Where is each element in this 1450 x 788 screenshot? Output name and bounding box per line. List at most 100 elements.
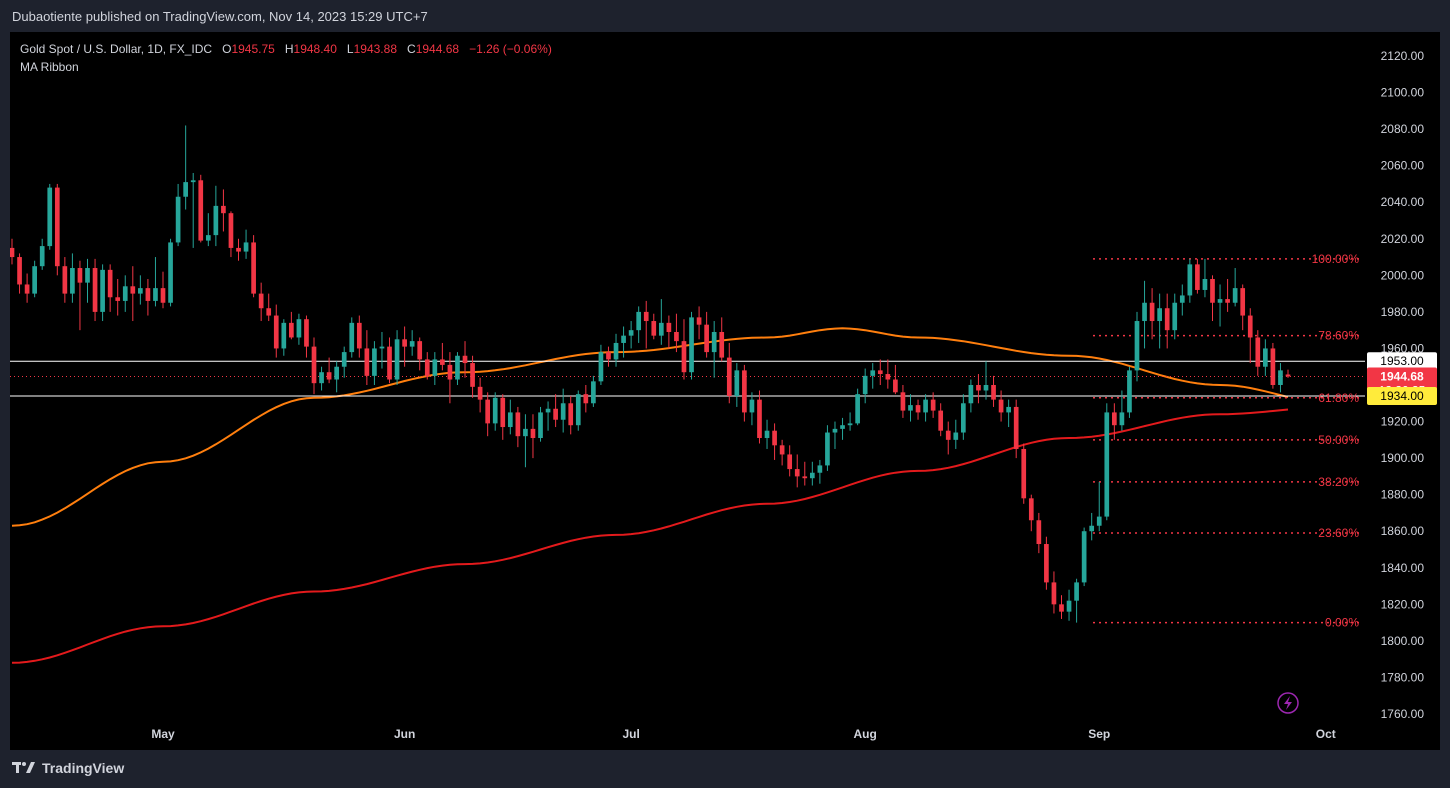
- candle-body: [938, 410, 944, 431]
- candle-body: [311, 346, 317, 384]
- candle-body: [387, 346, 392, 380]
- candle-body: [394, 339, 400, 380]
- candle-body: [1089, 525, 1095, 532]
- candle-body: [372, 348, 377, 376]
- candle-body: [281, 322, 287, 349]
- candle-body: [296, 319, 302, 338]
- candle-body: [779, 445, 785, 455]
- candle-body: [1172, 302, 1178, 331]
- y-tick-label: 2020.00: [1381, 232, 1425, 246]
- candle-body: [273, 315, 279, 349]
- candle-body: [1195, 264, 1200, 290]
- candle-body: [809, 472, 815, 479]
- candle-body: [1285, 374, 1291, 377]
- candle-body: [92, 268, 98, 312]
- candle-body: [1255, 337, 1261, 367]
- x-tick-label: May: [151, 727, 175, 741]
- tradingview-logo-icon: [12, 762, 35, 773]
- candle-body: [606, 352, 611, 360]
- candle-body: [447, 364, 453, 380]
- candle-body: [666, 322, 672, 332]
- candle-body: [507, 412, 513, 428]
- indicator-label[interactable]: MA Ribbon: [20, 60, 79, 74]
- candle-body: [515, 412, 521, 437]
- candle-body: [1074, 582, 1079, 601]
- x-tick-label: Sep: [1088, 727, 1110, 741]
- candle-body: [802, 476, 808, 479]
- candle-body: [190, 180, 196, 183]
- candle-body: [583, 394, 589, 404]
- lightning-icon-bolt: [1284, 696, 1292, 710]
- candle-body: [976, 385, 981, 391]
- candle-body: [1270, 348, 1276, 385]
- y-tick-label: 1960.00: [1381, 341, 1425, 355]
- candle-body: [39, 246, 45, 267]
- y-tick-label: 1760.00: [1381, 707, 1425, 721]
- fib-level-label: 50.00%: [1318, 433, 1359, 447]
- candle-body: [1187, 264, 1193, 296]
- candle-body: [923, 399, 928, 413]
- candle-body: [477, 386, 483, 400]
- candle-body: [825, 432, 830, 466]
- fib-level-label: 61.80%: [1318, 391, 1359, 405]
- candle-body: [598, 352, 604, 382]
- candle-body: [908, 405, 913, 411]
- candle-body: [575, 394, 581, 426]
- candle-body: [138, 288, 143, 294]
- y-tick-label: 1920.00: [1381, 415, 1425, 429]
- candle-body: [1066, 600, 1072, 612]
- candle-body: [998, 399, 1004, 413]
- candle-body: [757, 399, 762, 439]
- candle-body: [1164, 308, 1170, 331]
- y-tick-label: 2000.00: [1381, 268, 1425, 282]
- candle-body: [734, 370, 740, 396]
- candle-body: [1044, 544, 1049, 583]
- candle-body: [289, 322, 294, 338]
- symbol-label[interactable]: Gold Spot / U.S. Dollar, 1D, FX_IDC: [20, 42, 213, 56]
- chart-panel[interactable]: [10, 32, 1440, 750]
- price-axis-tag: [1367, 386, 1437, 405]
- candle-body: [485, 399, 491, 424]
- candle-body: [674, 331, 679, 342]
- candle-body: [462, 355, 468, 364]
- price-axis-tag-label: 1953.00: [1380, 354, 1424, 368]
- y-tick-label: 1820.00: [1381, 597, 1425, 611]
- candle-body: [553, 408, 558, 420]
- lightning-icon[interactable]: [1277, 692, 1299, 714]
- y-tick-label: 1980.00: [1381, 305, 1425, 319]
- candle-body: [538, 412, 543, 439]
- y-tick-label: 2100.00: [1381, 86, 1425, 100]
- candle-body: [62, 266, 68, 294]
- candle-body: [1225, 299, 1230, 303]
- tradingview-brand[interactable]: TradingView: [12, 760, 124, 776]
- x-tick-label: Jul: [622, 727, 639, 741]
- candle-body: [696, 317, 702, 325]
- y-tick-label: 2120.00: [1381, 49, 1425, 63]
- candle-body: [794, 469, 800, 477]
- candle-body: [409, 341, 415, 347]
- candle-body: [893, 379, 898, 393]
- candle-body: [77, 268, 83, 283]
- top-bar: Dubaotiente published on TradingView.com…: [0, 0, 1450, 32]
- candle-body: [85, 268, 90, 283]
- candle-body: [651, 321, 657, 336]
- low-label: L: [346, 42, 354, 56]
- candle-body: [440, 359, 445, 365]
- candle-body: [198, 180, 204, 241]
- candle-body: [54, 187, 60, 267]
- candle-body: [115, 297, 121, 301]
- close-label: C: [407, 42, 416, 56]
- candle-body: [1051, 582, 1057, 605]
- x-tick-label: Aug: [854, 727, 877, 741]
- fib-level-label: 78.60%: [1318, 329, 1359, 343]
- candle-body: [1157, 308, 1162, 322]
- candle-body: [772, 430, 777, 446]
- y-tick-label: 1840.00: [1381, 561, 1425, 575]
- candle-body: [568, 403, 574, 426]
- candle-body: [70, 268, 75, 294]
- candle-body: [726, 357, 732, 396]
- candle-body: [47, 187, 53, 247]
- ma-line: [11, 408, 1289, 664]
- candle-body: [1021, 448, 1027, 499]
